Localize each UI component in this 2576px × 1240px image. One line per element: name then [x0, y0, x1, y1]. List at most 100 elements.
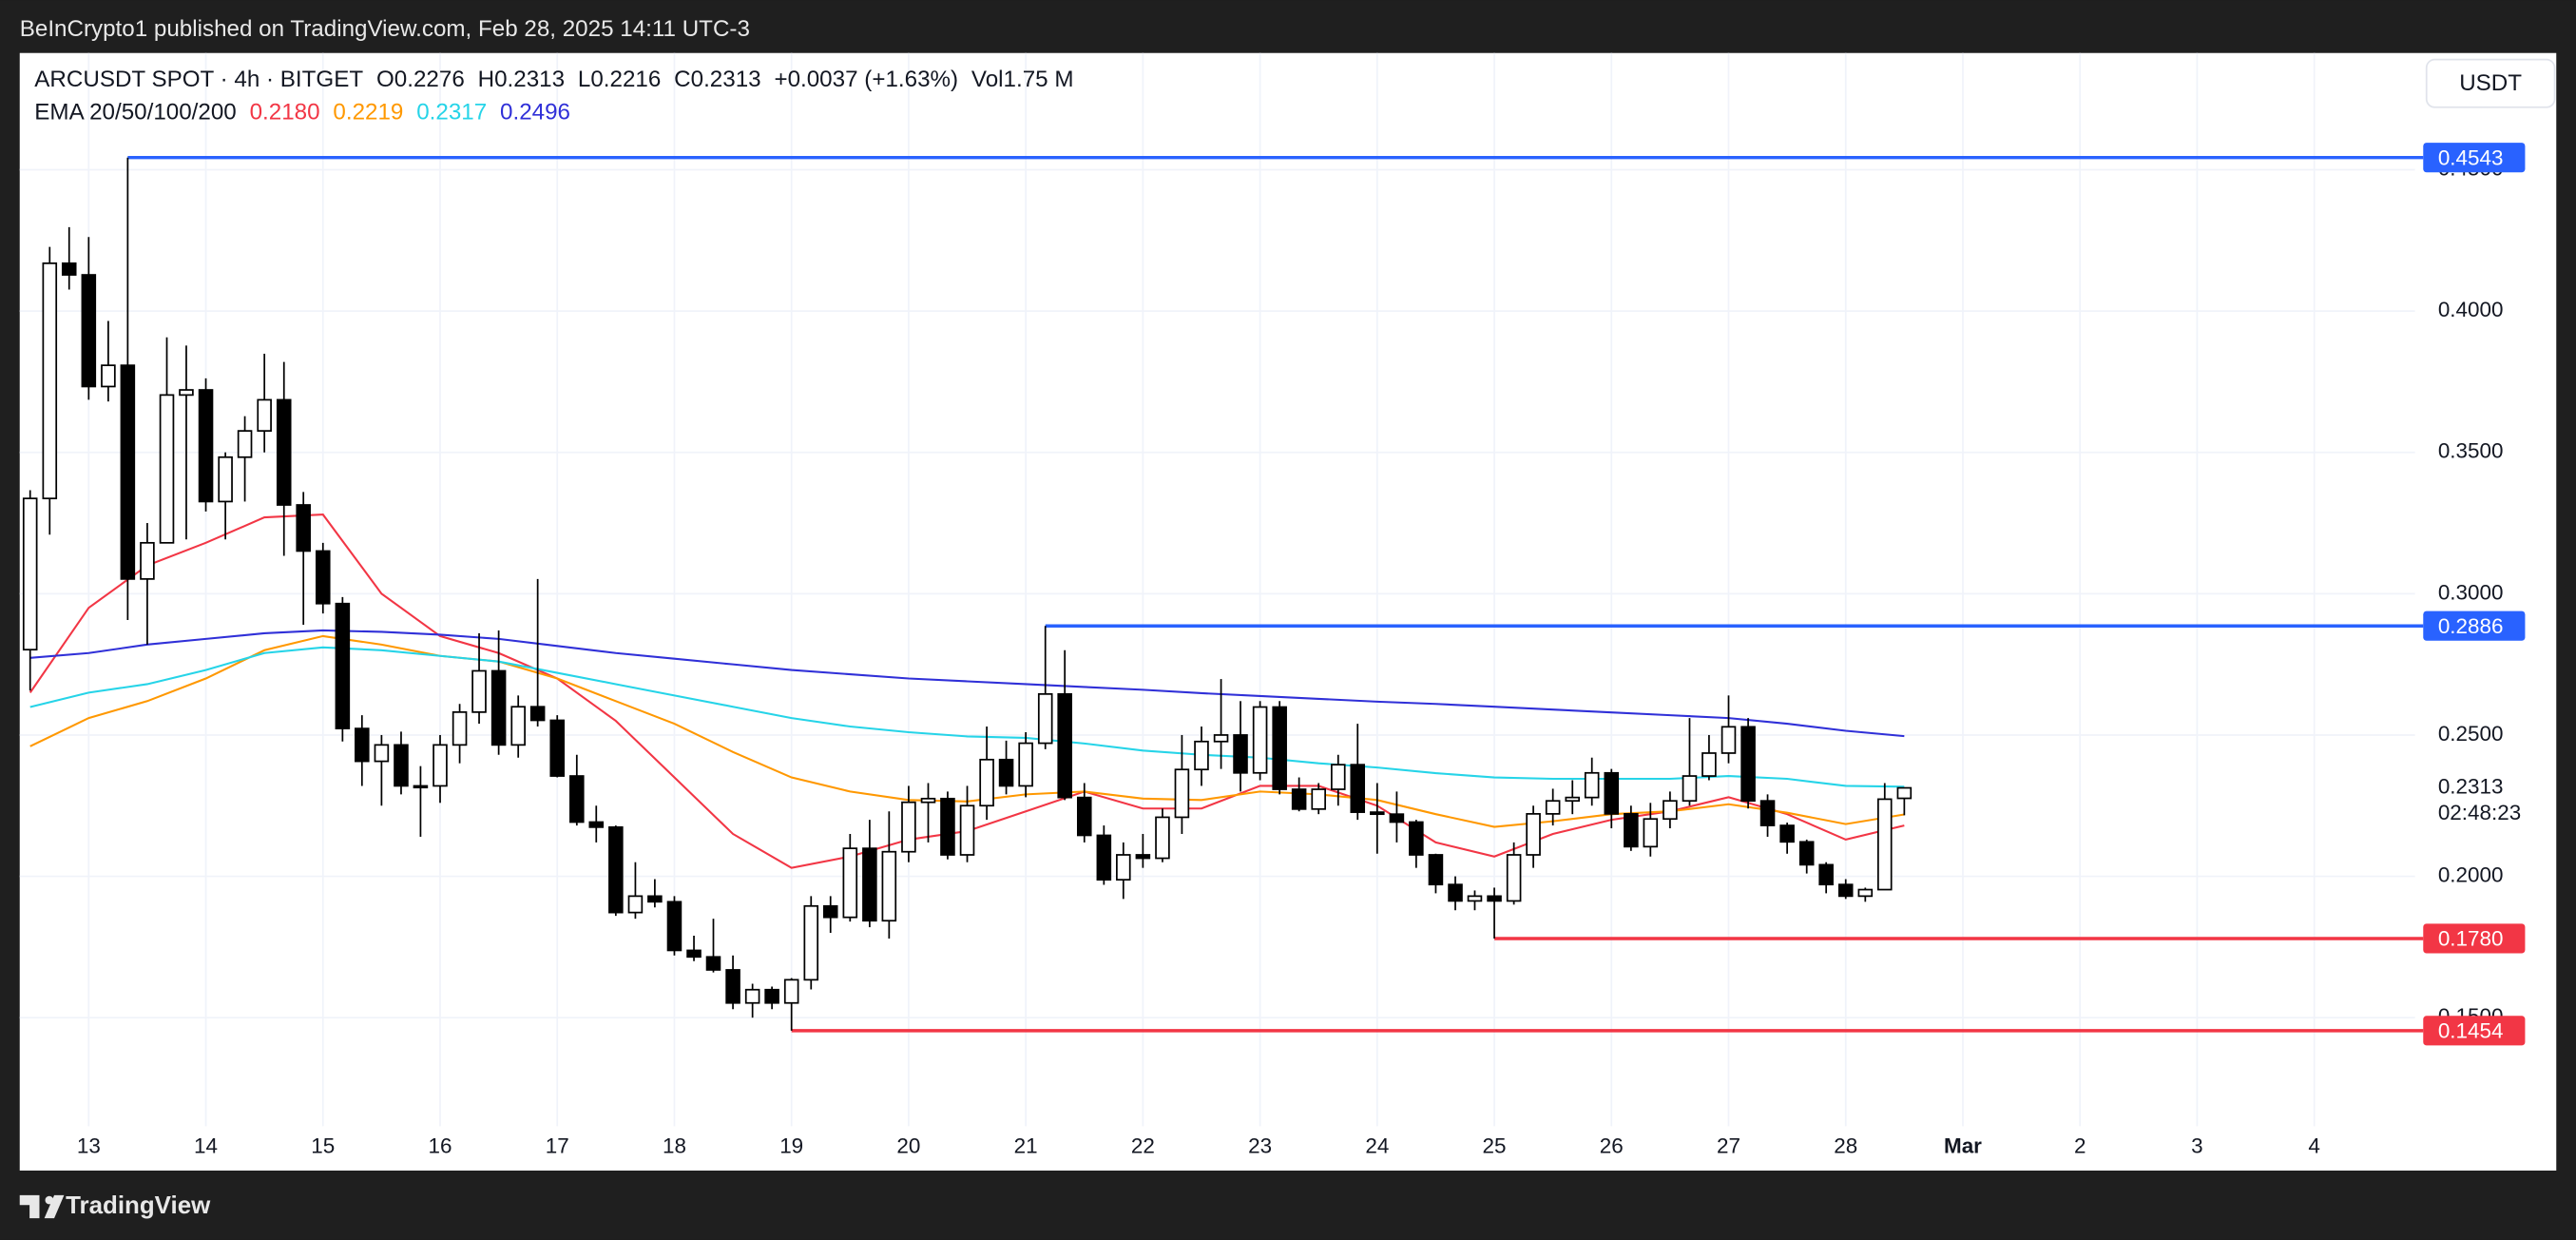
x-tick-label: 20: [896, 1134, 920, 1158]
change: +0.0037 (+1.63%): [774, 68, 958, 93]
candle-body: [1876, 798, 1893, 891]
x-tick-label: 13: [77, 1134, 101, 1158]
ema-value: 0.2180: [250, 100, 320, 126]
candle-body: [1701, 752, 1717, 777]
candle-body: [1174, 768, 1190, 819]
price-label-bg: [2421, 772, 2553, 829]
ema-value: 0.2496: [500, 100, 570, 126]
candle-body: [920, 797, 936, 804]
candle-body: [452, 711, 468, 746]
candle-body: [686, 949, 702, 959]
candle-body: [569, 775, 585, 823]
candle-body: [1116, 854, 1131, 881]
candle-body: [783, 978, 799, 1004]
candle-body: [1389, 813, 1405, 823]
candle-body: [1759, 800, 1776, 826]
candle-body: [218, 455, 233, 503]
candle-body: [901, 801, 916, 853]
currency-button[interactable]: USDT: [2425, 58, 2556, 108]
x-tick-label: 2: [2074, 1134, 2086, 1158]
candle-body: [1311, 788, 1326, 810]
x-tick-label: 3: [2191, 1134, 2203, 1158]
candle-body: [1018, 742, 1033, 787]
candle-body: [433, 744, 448, 787]
candle-body: [120, 364, 136, 580]
candle-body: [1740, 726, 1756, 803]
ema-legend: EMA 20/50/100/200 0.2180 0.2219 0.2317 0.249…: [34, 100, 570, 126]
candle-body: [979, 758, 994, 807]
x-tick-label: 18: [663, 1134, 686, 1158]
y-tick-label: 0.2000: [2438, 863, 2504, 887]
candle-body: [335, 602, 351, 729]
candle-body: [413, 785, 429, 789]
candle-body: [374, 744, 390, 763]
legend-header: ARCUSDT SPOT · 4h · BITGET O0.2276 H0.2313…: [34, 68, 1073, 93]
ema-label: EMA 20/50/100/200: [34, 100, 236, 126]
candle-body: [959, 804, 975, 856]
candle-body: [1135, 854, 1151, 860]
candle-body: [471, 669, 487, 713]
candle-body: [510, 706, 526, 746]
candle-body: [1643, 818, 1659, 848]
candle-body: [296, 504, 311, 552]
chart-panel: [19, 52, 2557, 1171]
candle-body: [1350, 764, 1366, 813]
candle-body: [237, 430, 253, 458]
ohlc-label: C: [674, 68, 690, 93]
candle-body: [1194, 740, 1209, 771]
button-label[interactable]: USDT: [2459, 70, 2522, 96]
candle-body: [490, 669, 507, 746]
candle-body: [1213, 734, 1229, 743]
current-price: 0.2313: [2438, 774, 2504, 798]
level-label: 0.2886: [2438, 614, 2504, 638]
candle-body: [1037, 692, 1053, 745]
candle-body: [1818, 863, 1834, 886]
candle-body: [803, 904, 819, 981]
candle-body: [1604, 771, 1620, 815]
candle-body: [315, 550, 331, 605]
candle-body: [666, 901, 682, 952]
ohlc-value: 0.2313: [691, 68, 761, 93]
candle-body: [1370, 811, 1385, 816]
candle-body: [862, 847, 877, 922]
candle-body: [1076, 796, 1092, 837]
candle-body: [744, 988, 760, 1004]
x-tick-label: 21: [1014, 1134, 1038, 1158]
candle-body: [608, 825, 624, 914]
candle-body: [42, 262, 58, 500]
level-label-box: [2423, 923, 2526, 954]
candle-body: [998, 758, 1014, 787]
candle-body: [276, 398, 292, 506]
candle-body: [588, 821, 605, 828]
ohlc-label: H: [478, 68, 494, 93]
button-box[interactable]: [2425, 58, 2556, 108]
x-tick-label: 15: [311, 1134, 335, 1158]
candle-body: [1584, 771, 1600, 799]
candle-body: [159, 394, 175, 544]
footer-brand: TradingView: [66, 1192, 211, 1219]
level-label-box: [2423, 1016, 2526, 1046]
x-tick-label: 16: [429, 1134, 452, 1158]
symbol: ARCUSDT SPOT · 4h · BITGET: [34, 68, 363, 93]
level-label: 0.4543: [2438, 145, 2504, 169]
candle-body: [22, 497, 38, 651]
candle-body: [1291, 788, 1307, 810]
candle-body: [1857, 888, 1874, 898]
candle-body: [1837, 883, 1854, 898]
ohlc-label: L: [578, 68, 590, 93]
candle-body: [1565, 796, 1581, 803]
x-tick-label: 19: [779, 1134, 803, 1158]
candle-body: [1409, 821, 1424, 856]
candle-body: [1057, 692, 1072, 799]
candle-body: [1721, 726, 1737, 754]
candle-body: [1526, 813, 1541, 856]
candle-body: [1663, 800, 1678, 821]
level-label: 0.1454: [2438, 1019, 2504, 1043]
footer-logo: [19, 1194, 65, 1219]
candle-body: [1233, 734, 1248, 774]
ohlc-value: 0.2216: [590, 68, 661, 93]
ohlc-value: 0.2276: [394, 68, 465, 93]
y-tick-label: 0.2500: [2438, 722, 2504, 746]
candle-body: [1798, 841, 1815, 866]
